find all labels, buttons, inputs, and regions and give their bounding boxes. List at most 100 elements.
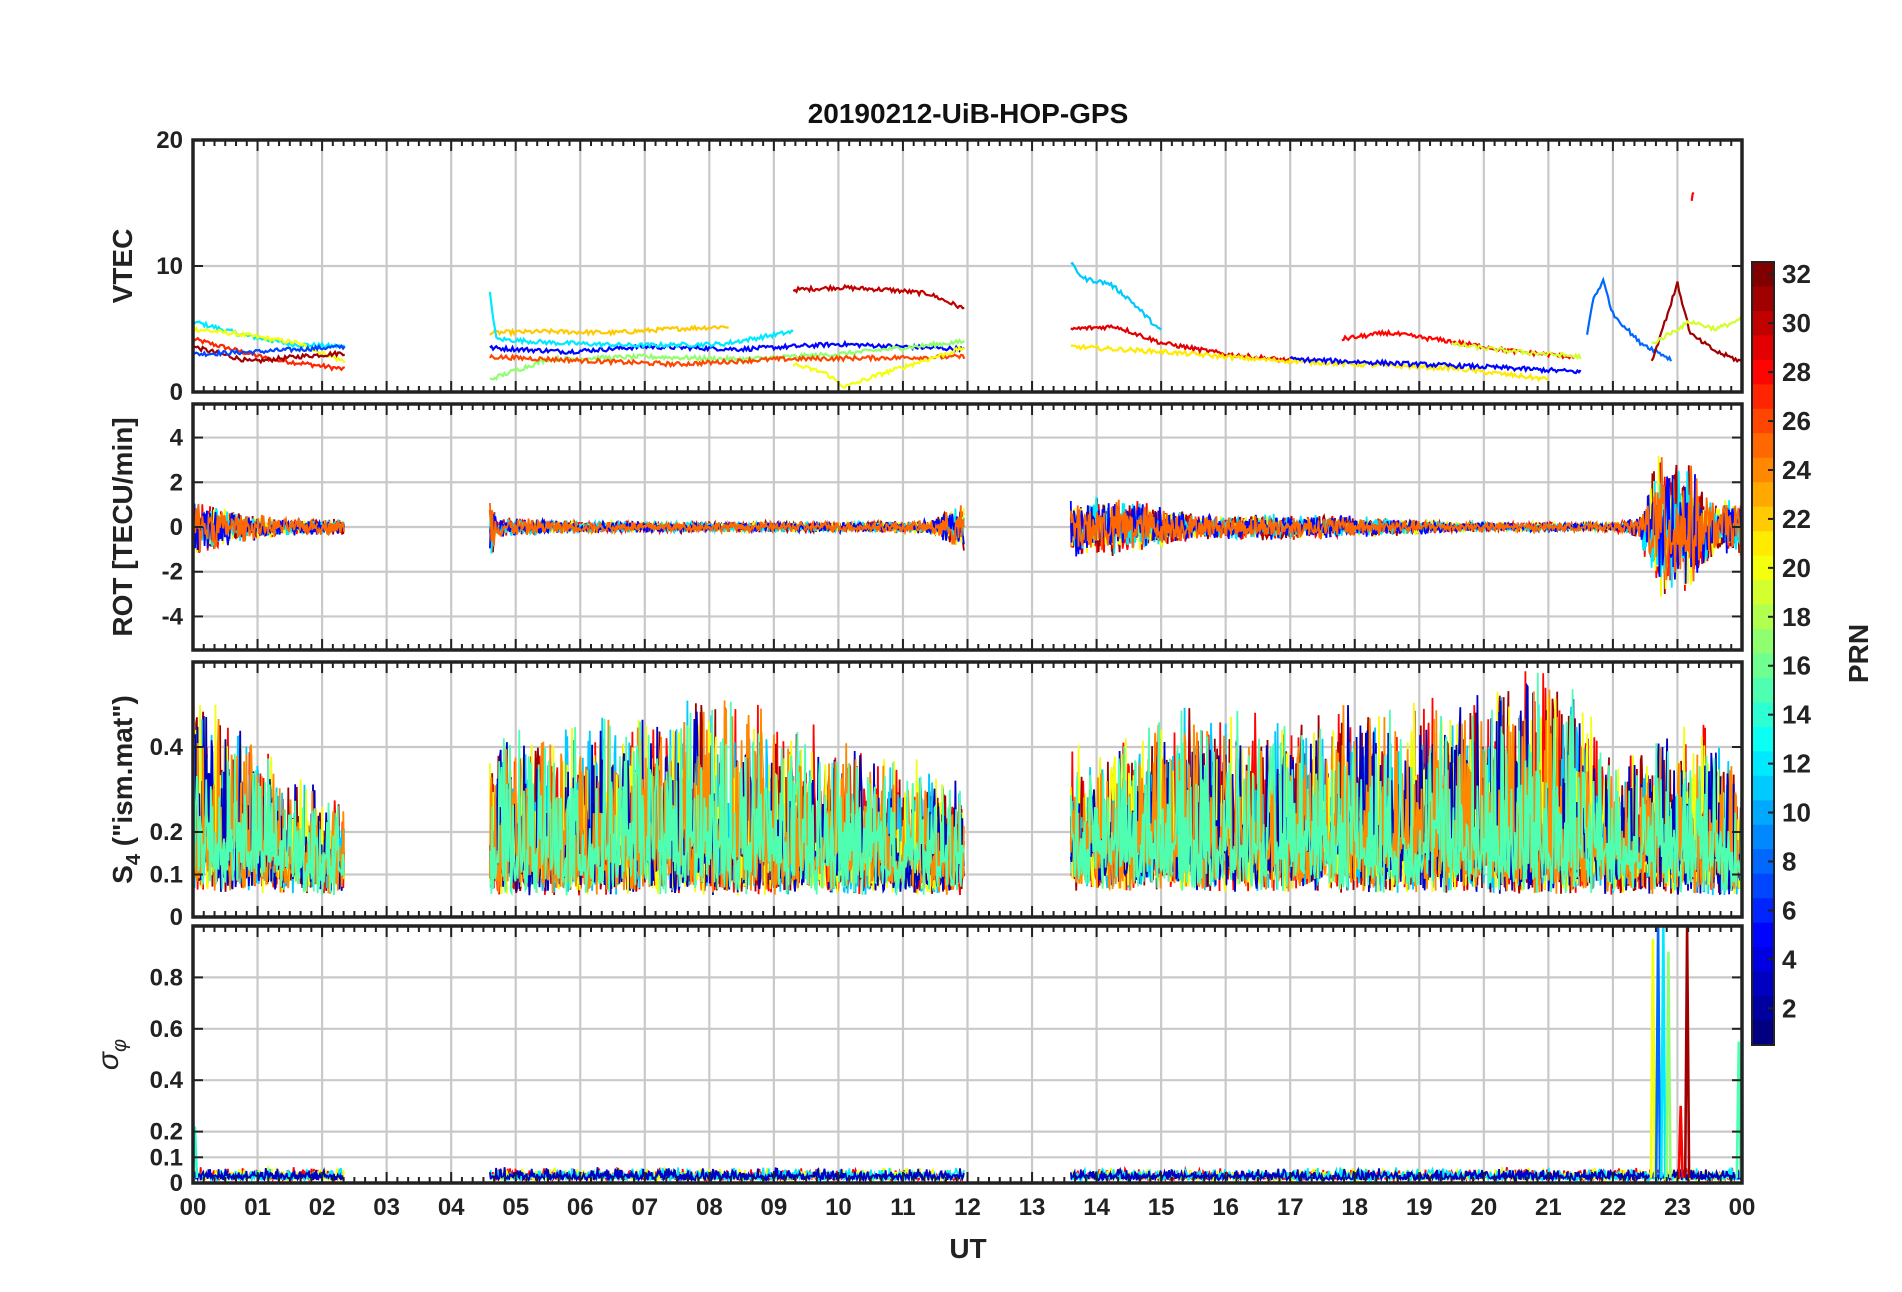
colorbar-swatch: [1752, 922, 1774, 948]
y-axis-label: σφ: [92, 1039, 131, 1070]
series-group: [193, 926, 1742, 1183]
series-line-prn-19: [1651, 316, 1742, 345]
y-tick-label: 0.1: [150, 1144, 183, 1171]
spike-prn-20: [1649, 938, 1657, 1178]
panel-4: 00.10.2 0.4 0.6 0.8 σφ 00 01 02 03 04 05 06 07 08 09 10…: [92, 924, 1755, 1221]
colorbar-swatch: [1752, 335, 1774, 361]
x-tick-marks: [192, 926, 1743, 1183]
colorbar-tick-label: 8: [1782, 846, 1796, 876]
x-tick-label: 15: [1148, 1194, 1175, 1221]
y-axis-label-sub: 4: [123, 853, 145, 865]
colorbar-swatch: [1752, 262, 1774, 288]
x-axis-label: UT: [949, 1233, 986, 1264]
series-line-prn-20: [792, 344, 965, 389]
series-line-prn-26: [488, 353, 966, 369]
x-tick-label: 09: [761, 1194, 788, 1221]
series-line-prn-7: [193, 343, 346, 358]
colorbar-swatch: [1752, 971, 1774, 997]
colorbar-swatch: [1752, 482, 1774, 508]
colorbar-swatch: [1752, 873, 1774, 899]
series-line-prn-25: [1069, 457, 1742, 582]
y-tick-label: -2: [162, 559, 183, 586]
y-tick-label: 0: [170, 379, 183, 406]
colorbar-tick-label: 10: [1782, 798, 1811, 828]
colorbar-swatch: [1752, 506, 1774, 532]
series-line-prn-19: [1451, 341, 1582, 361]
y-axis-label-rest: ("ism.mat"): [107, 695, 138, 854]
colorbar-frame: [1751, 261, 1775, 1046]
colorbar-tick-label: 18: [1782, 602, 1811, 632]
colorbar-swatch: [1752, 824, 1774, 850]
spike-prn-8: [1654, 926, 1662, 1178]
series-line-prn-5: [1289, 355, 1582, 375]
x-tick-label: 10: [825, 1194, 852, 1221]
x-tick-label: 11: [890, 1194, 915, 1221]
series-line-prn-17: [489, 337, 965, 381]
y-tick-label: 0.4: [150, 1067, 184, 1094]
colorbar-swatch: [1752, 604, 1774, 630]
x-tick-label: 07: [631, 1194, 658, 1221]
x-tick-label: 08: [696, 1194, 723, 1221]
y-tick-label: 2: [170, 469, 183, 496]
series-line-prn-3: [1069, 1166, 1742, 1183]
spike-prn-31: [1683, 926, 1691, 1178]
y-tick-label: 0: [170, 1170, 183, 1197]
spike-prn-12: [1660, 926, 1667, 1178]
colorbar-swatch: [1752, 677, 1774, 704]
colorbar-swatch: [1752, 580, 1774, 606]
x-tick-label: 21: [1535, 1194, 1562, 1221]
series-line-prn-3: [193, 1166, 345, 1183]
colorbar-swatch: [1752, 310, 1774, 337]
colorbar-tick-label: 4: [1782, 944, 1797, 974]
colorbar-swatch: [1752, 1020, 1774, 1046]
series-group: [193, 671, 1742, 897]
y-axis-label: VTEC: [107, 229, 138, 304]
x-tick-label: 01: [244, 1194, 271, 1221]
colorbar-tick-label: 6: [1782, 895, 1796, 925]
y-axis-label-main: σ: [92, 1050, 125, 1070]
y-tick-label: 0: [170, 514, 183, 541]
colorbar-swatch: [1752, 996, 1774, 1022]
series-line-prn-11: [1070, 261, 1162, 331]
x-tick-label: 23: [1664, 1194, 1691, 1221]
colorbar-swatch: [1752, 726, 1774, 752]
colorbar-swatch: [1752, 775, 1774, 801]
colorbar-tick-label: 22: [1782, 504, 1811, 534]
colorbar-tick-label: 26: [1782, 406, 1811, 436]
series-line-prn-22: [489, 324, 729, 338]
colorbar-swatch: [1752, 751, 1774, 777]
chart-title: 20190212-UiB-HOP-GPS: [808, 98, 1129, 129]
series-group: [193, 455, 1742, 597]
x-tick-marks: [192, 662, 1743, 917]
colorbar-tick-label: 14: [1782, 700, 1811, 730]
x-tick-label: 12: [954, 1194, 981, 1221]
colorbar-tick-label: 16: [1782, 651, 1811, 681]
x-tick-label: 19: [1406, 1194, 1433, 1221]
colorbar-swatch: [1752, 800, 1774, 826]
colorbar-tick-label: 30: [1782, 308, 1811, 338]
x-tick-marks: [192, 404, 1743, 650]
x-tick-label: 17: [1277, 1194, 1304, 1221]
colorbar-tick-label: 2: [1782, 993, 1796, 1023]
spike-prn-17: [1665, 951, 1672, 1178]
colorbar-tick-label: 28: [1782, 357, 1811, 387]
x-tick-label: 14: [1083, 1194, 1110, 1221]
x-tick-marks: [192, 140, 1743, 392]
colorbar-swatch: [1752, 849, 1774, 875]
colorbar-label: PRN: [1843, 624, 1874, 683]
y-tick-label: 0.4: [150, 734, 184, 761]
y-axis-label-main: S: [107, 865, 138, 884]
series-line-prn-25: [489, 502, 965, 547]
colorbar-swatch: [1752, 702, 1774, 728]
colorbar-swatch: [1752, 457, 1774, 483]
colorbar-swatch: [1752, 408, 1774, 434]
y-axis-label: S4 ("ism.mat"): [107, 695, 145, 884]
series-line-prn-15: [193, 737, 345, 896]
panel-2: -4 -2 0 2 4 ROT [TECU/min]: [107, 402, 1744, 652]
x-tick-label: 05: [502, 1194, 529, 1221]
colorbar-tick-label: 24: [1782, 455, 1811, 485]
series-line-prn-15: [1069, 672, 1742, 894]
